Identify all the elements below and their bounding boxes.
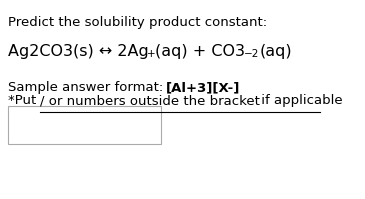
Text: *Put: *Put [8, 94, 41, 107]
FancyBboxPatch shape [8, 106, 161, 144]
Text: (aq): (aq) [260, 44, 292, 59]
Text: −2: −2 [244, 49, 260, 59]
Text: / or numbers outside the bracket: / or numbers outside the bracket [40, 94, 260, 107]
Text: Sample answer format:: Sample answer format: [8, 81, 168, 94]
Text: (aq) + CO3: (aq) + CO3 [155, 44, 245, 59]
Text: [Al+3][X-]: [Al+3][X-] [165, 81, 240, 94]
Text: +: + [147, 49, 155, 59]
Text: Ag2CO3(s) ↔ 2Ag: Ag2CO3(s) ↔ 2Ag [8, 44, 149, 59]
Text: Predict the solubility product constant:: Predict the solubility product constant: [8, 16, 267, 29]
Text: if applicable: if applicable [257, 94, 343, 107]
